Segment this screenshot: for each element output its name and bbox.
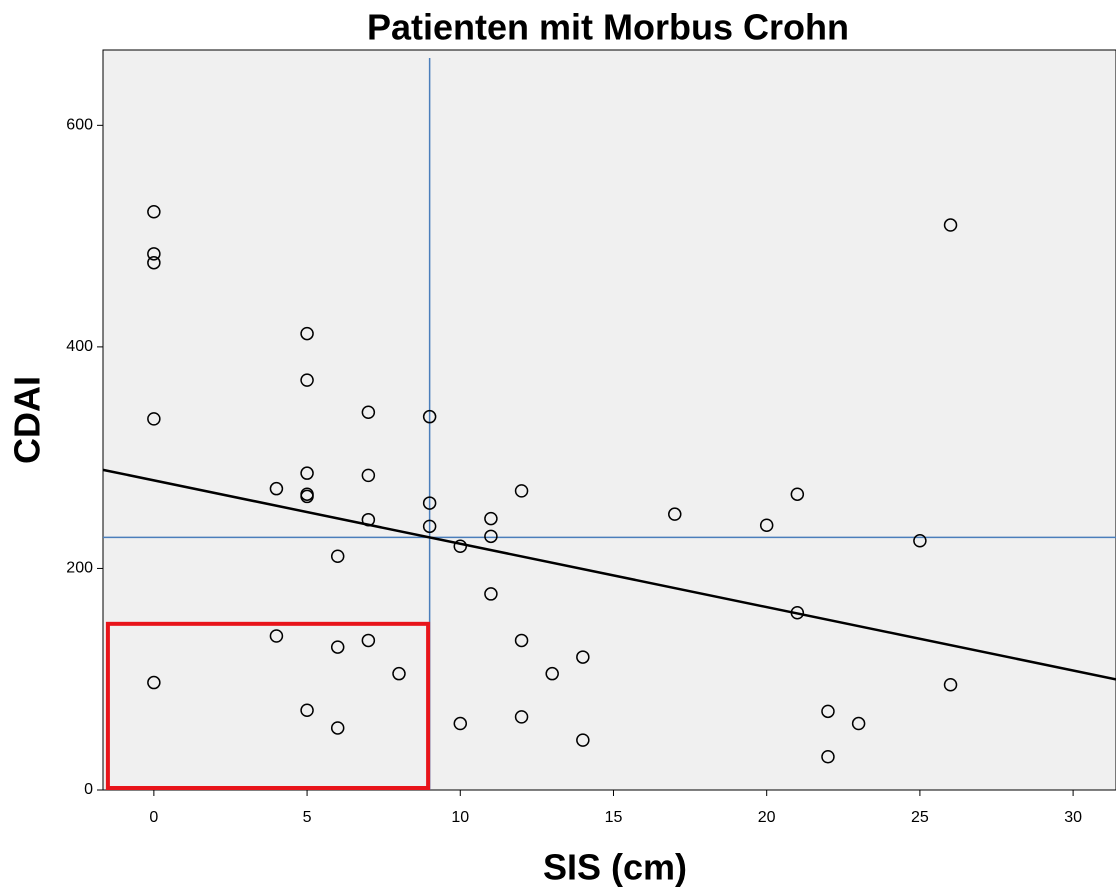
highlight-box (105, 621, 431, 790)
chart-title: Patienten mit Morbus Crohn (367, 7, 849, 48)
x-axis-label: SIS (cm) (543, 847, 687, 888)
x-tick-label: 30 (1064, 809, 1082, 826)
y-tick-label: 400 (66, 338, 93, 355)
data-point (330, 549, 345, 564)
data-point (300, 489, 314, 504)
data-point (576, 650, 590, 664)
data-point (851, 716, 866, 731)
x-tick-label: 5 (303, 809, 312, 826)
data-point (453, 539, 468, 554)
data-point (514, 484, 529, 498)
data-point (790, 487, 805, 501)
data-point (300, 466, 314, 480)
data-point (269, 629, 284, 643)
data-point (453, 716, 468, 731)
data-point (943, 218, 958, 232)
data-point (484, 511, 498, 526)
x-tick-label: 0 (149, 809, 158, 826)
x-tick-label: 20 (758, 809, 776, 826)
data-point (484, 529, 498, 544)
y-tick-label: 200 (66, 560, 93, 577)
data-point (759, 518, 774, 532)
y-axis-label: CDAI (7, 376, 48, 464)
data-point (147, 675, 161, 690)
data-point (668, 507, 682, 521)
data-point (147, 204, 161, 219)
data-point (147, 247, 161, 261)
data-point (514, 710, 529, 724)
data-point (361, 512, 376, 527)
data-point (300, 326, 314, 341)
data-point (269, 481, 284, 496)
data-point (422, 496, 437, 510)
data-point (913, 533, 927, 548)
data-point (361, 633, 376, 648)
y-tick-label: 600 (66, 117, 93, 134)
data-point (147, 255, 161, 270)
data-point (484, 587, 498, 601)
data-point (943, 678, 958, 692)
data-point (361, 468, 376, 483)
fit-line (102, 468, 1116, 681)
data-point (330, 721, 345, 735)
data-point (576, 733, 590, 747)
x-tick-label: 25 (911, 809, 929, 826)
data-point (361, 405, 376, 419)
x-tick-label: 10 (451, 809, 469, 826)
y-tick-label: 0 (84, 781, 93, 798)
data-point (147, 412, 161, 426)
data-point (790, 606, 805, 620)
data-point (514, 633, 529, 648)
data-point (300, 373, 314, 387)
data-point (330, 640, 345, 654)
x-tick-label: 15 (605, 809, 623, 826)
data-point (422, 519, 437, 534)
data-point (821, 704, 835, 719)
plot-area (102, 49, 1116, 791)
data-point (422, 409, 437, 424)
data-point (392, 666, 406, 681)
data-point (821, 750, 835, 764)
data-point (545, 666, 559, 681)
data-point (300, 703, 314, 717)
